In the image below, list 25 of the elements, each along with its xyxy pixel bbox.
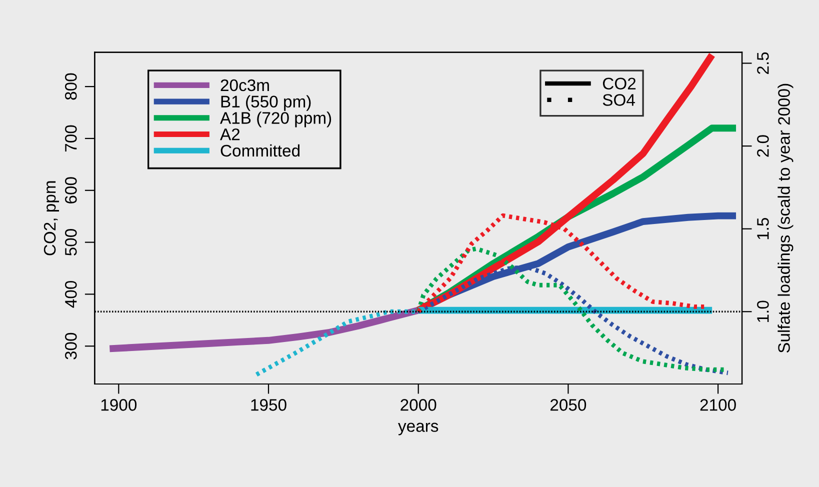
x-tick-label: 2050	[550, 399, 586, 411]
y-tick-label: 800	[64, 73, 77, 100]
y-tick-label: 300	[64, 332, 77, 360]
x-axis-title: years	[398, 422, 438, 436]
legend-label: Committed	[220, 144, 300, 157]
legend-label: B1 (550 pm)	[221, 95, 311, 111]
annotation: CO2	[602, 78, 636, 90]
y-tick-label: 700	[64, 125, 77, 152]
y-tick-label: 500	[64, 229, 77, 256]
y-tick-label: 600	[64, 177, 77, 204]
x-tick-label: 2100	[700, 399, 736, 411]
legend-label: 20c3m	[220, 79, 269, 92]
x-tick-label: 1950	[251, 399, 286, 411]
y2-tick-label: 1.0	[757, 300, 769, 322]
y2-tick-label: 2.5	[757, 52, 769, 74]
annotation: SO4	[602, 94, 635, 106]
y2-axis-title: Sulfate loadings (scald to year 2000)	[778, 84, 794, 353]
x-tick-label: 2000	[400, 399, 436, 411]
legend-label: A1B (720 ppm)	[220, 112, 332, 128]
y-axis-title: CO2, ppm	[44, 181, 59, 256]
y2-tick-label: 2.0	[757, 135, 769, 157]
x-tick-label: 1900	[101, 399, 137, 411]
y-tick-label: 400	[64, 280, 77, 308]
legend-label: A2	[220, 128, 240, 140]
y2-tick-label: 1.5	[757, 218, 769, 240]
